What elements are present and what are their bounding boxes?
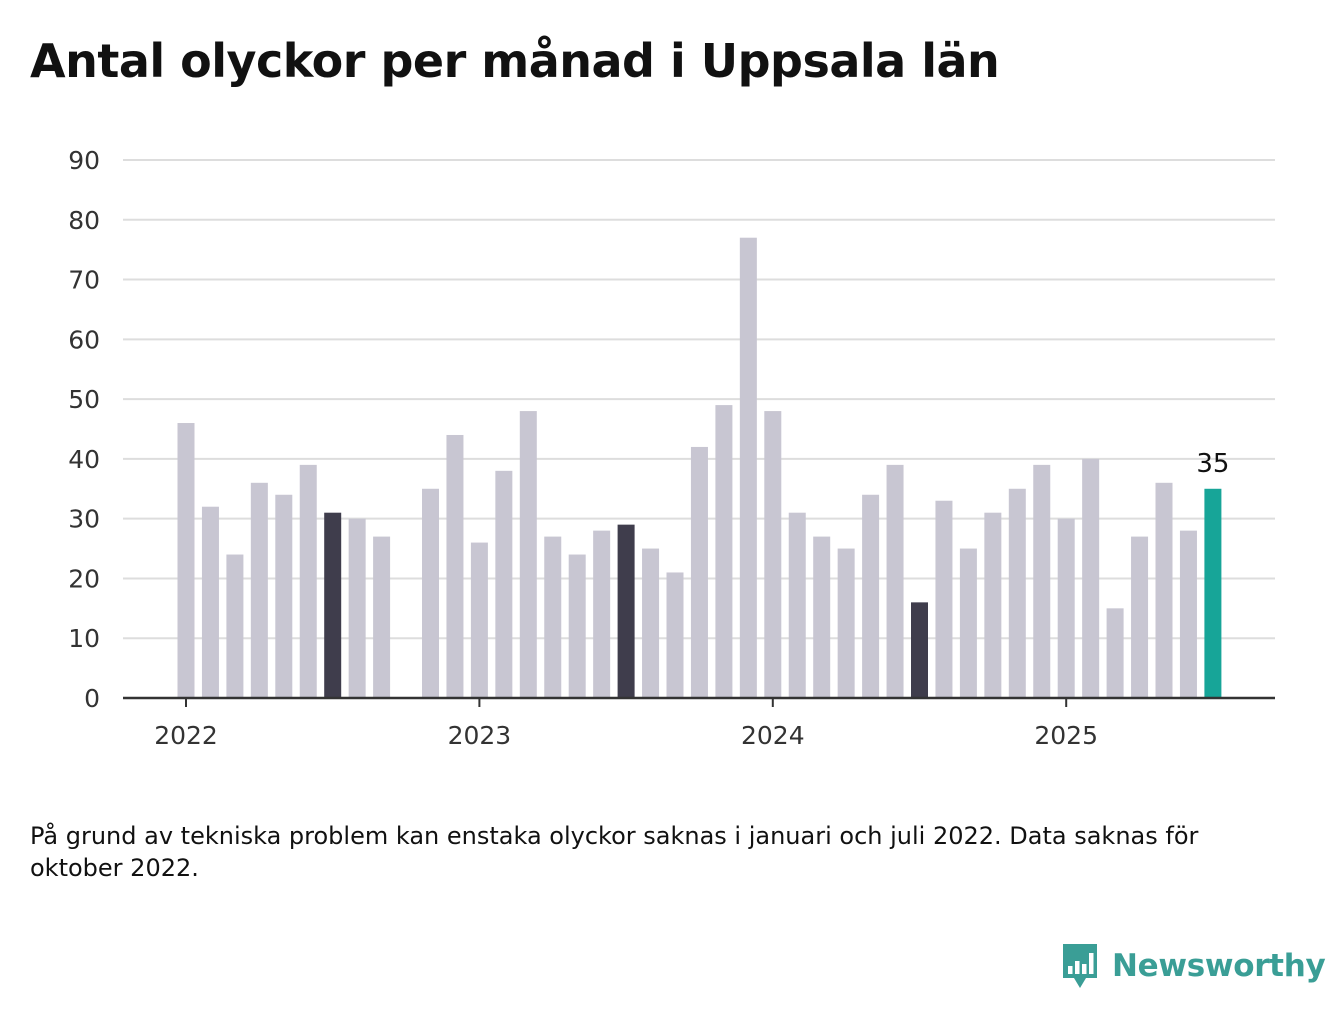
bar-2023-03 (519, 411, 537, 698)
bar-2024-10 (984, 512, 1002, 698)
bar-2025-03 (1106, 608, 1124, 698)
bar-2022-03 (226, 554, 244, 698)
bar-2024-11 (1008, 488, 1026, 698)
bar-2024-09 (959, 548, 977, 698)
bar-2022-08 (348, 518, 366, 698)
bar-2024-05 (862, 494, 880, 698)
y-tick-label: 50 (68, 385, 100, 414)
x-tick-label: 2022 (154, 721, 218, 750)
bar-2025-04 (1131, 536, 1149, 698)
footnote: På grund av tekniska problem kan enstaka… (30, 822, 1199, 882)
bar-chart: 0 10 20 30 40 50 60 70 80 90 2022 2023 2024 2025 35 (68, 146, 1275, 750)
bar-2022-04 (250, 482, 268, 698)
y-tick-label: 40 (68, 445, 100, 474)
bar-2023-01 (470, 542, 488, 698)
bar-2023-09 (666, 572, 684, 698)
bar-2025-01 (1057, 518, 1075, 698)
bar-2024-02 (788, 512, 806, 698)
y-tick-label: 20 (68, 564, 100, 593)
x-axis: 2022 2023 2024 2025 (123, 696, 1275, 750)
brand-logo[interactable]: Newsworthy (1060, 940, 1326, 992)
bar-2025-06 (1179, 530, 1197, 698)
bar-2024-08 (935, 500, 953, 698)
bar-2023-08 (642, 548, 660, 698)
chart-title: Antal olyckor per månad i Uppsala län (30, 34, 1000, 88)
bar-2023-05 (568, 554, 586, 698)
y-tick-label: 60 (68, 325, 100, 354)
y-tick-label: 10 (68, 624, 100, 653)
bar-2024-01 (764, 411, 782, 698)
bar-2024-03 (813, 536, 831, 698)
bar-2025-07 (1204, 488, 1222, 698)
newsworthy-logo-icon (1063, 944, 1097, 988)
bar-2024-04 (837, 548, 855, 698)
bar-2023-10 (690, 446, 708, 698)
y-tick-label: 30 (68, 505, 100, 534)
y-tick-label: 0 (84, 684, 100, 713)
bar-2022-05 (275, 494, 293, 698)
bars (177, 237, 1222, 698)
data-labels: 35 (1196, 449, 1229, 479)
bar-2023-06 (593, 530, 611, 698)
bar-2023-04 (544, 536, 562, 698)
bar-2025-05 (1155, 482, 1173, 698)
bar-2022-01 (177, 423, 195, 698)
bar-2022-06 (299, 464, 317, 698)
y-tick-label: 80 (68, 206, 100, 235)
bar-2022-07 (324, 512, 342, 698)
bar-2024-06 (886, 464, 904, 698)
x-tick-label: 2023 (448, 721, 512, 750)
y-axis-ticks: 0 10 20 30 40 50 60 70 80 90 (68, 146, 100, 713)
bar-2024-12 (1033, 464, 1051, 698)
y-tick-label: 70 (68, 266, 100, 295)
bar-2022-02 (201, 506, 219, 698)
x-tick-label: 2025 (1034, 721, 1098, 750)
brand-name: Newsworthy (1112, 948, 1326, 984)
bar-2022-12 (446, 434, 464, 698)
bar-2024-07 (911, 602, 928, 698)
data-label-latest: 35 (1196, 449, 1229, 479)
bar-2022-11 (422, 488, 439, 698)
bar-2023-11 (715, 405, 733, 698)
bar-2023-12 (739, 237, 757, 698)
y-tick-label: 90 (68, 146, 100, 175)
bar-2023-02 (495, 470, 513, 698)
bar-2025-02 (1082, 458, 1100, 698)
x-tick-label: 2024 (741, 721, 805, 750)
bar-2023-07 (617, 524, 635, 698)
bar-2022-09 (373, 536, 391, 698)
